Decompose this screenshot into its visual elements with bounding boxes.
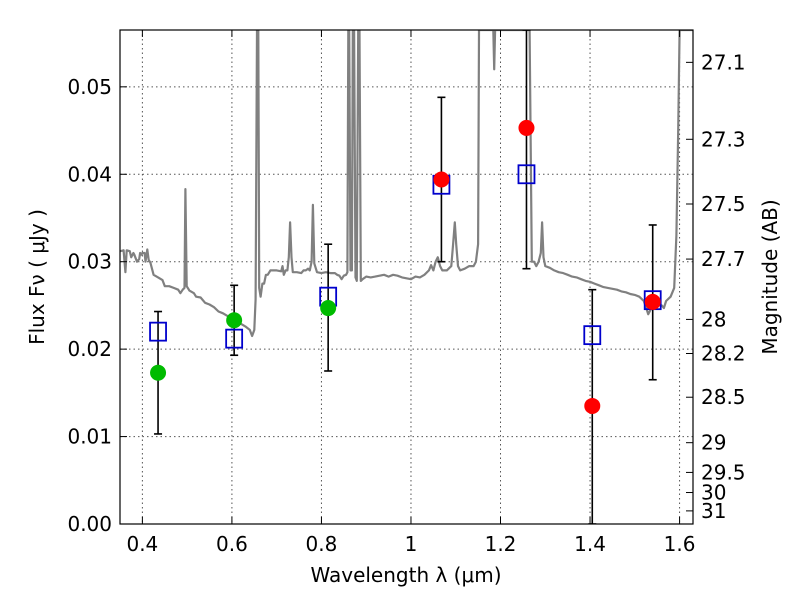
tick-labels: 0.4 0.6 0.8 1 1.2 1.4 1.6 0.00 0.01 0.02 0.03 0.04 0…	[67, 50, 745, 556]
x-tick-label: 0.4	[126, 532, 158, 556]
right-axis-title: Magnitude (AB)	[758, 199, 782, 354]
y-tick-label: 0.04	[67, 162, 112, 186]
y-tick-label: 0.02	[67, 337, 112, 361]
spectrum-line	[120, 30, 693, 338]
right-tick-label: 30	[701, 481, 726, 505]
model-square-marker	[517, 164, 536, 185]
y-axis-title: Flux Fν ( μJy )	[25, 209, 49, 345]
plot-frame	[119, 29, 694, 525]
tick-marks	[120, 30, 693, 525]
plot-area	[120, 30, 693, 524]
right-tick-label: 27.1	[701, 50, 746, 74]
right-tick-label: 28.5	[701, 385, 746, 409]
right-tick-label: 27.5	[701, 192, 746, 216]
right-tick-label: 31	[701, 499, 726, 523]
red-point-marker	[433, 171, 450, 188]
y-tick-label: 0.01	[67, 425, 112, 449]
y-tick-label: 0.00	[67, 512, 112, 536]
x-tick-label: 1.6	[664, 532, 696, 556]
x-tick-label: 0.6	[216, 532, 248, 556]
red-point-marker	[518, 119, 535, 136]
right-tick-label: 28	[701, 307, 726, 331]
right-tick-label: 28.2	[701, 342, 746, 366]
x-tick-label: 0.8	[306, 532, 338, 556]
model-square-marker	[225, 328, 244, 349]
x-axis-title: Wavelength λ (μm)	[310, 563, 501, 587]
model-square-marker	[583, 325, 602, 346]
right-tick-label: 29	[701, 431, 726, 455]
y-tick-label: 0.03	[67, 250, 112, 274]
x-tick-label: 1.2	[485, 532, 517, 556]
green-point-marker	[226, 312, 243, 329]
spectrum-layer	[120, 30, 693, 338]
green-point-marker	[320, 300, 337, 317]
green-point-marker	[150, 364, 167, 381]
grid-lines	[120, 30, 693, 525]
y-tick-label: 0.05	[67, 75, 112, 99]
right-tick-label: 27.7	[701, 247, 746, 271]
x-tick-label: 1.4	[574, 532, 606, 556]
red-point-marker	[584, 397, 601, 414]
right-tick-label: 29.5	[701, 460, 746, 484]
model-square-marker	[149, 321, 167, 342]
x-tick-label: 1	[405, 532, 418, 556]
red-point-marker	[644, 293, 661, 310]
points-layer	[149, 30, 662, 524]
right-tick-label: 27.3	[701, 127, 746, 151]
